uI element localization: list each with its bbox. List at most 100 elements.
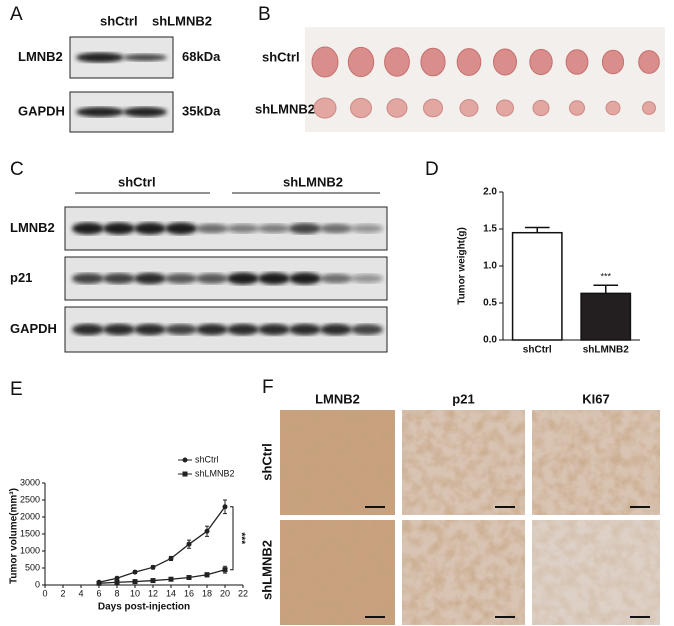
point: [150, 578, 156, 584]
point: [114, 579, 120, 585]
ihc-texture: [402, 520, 525, 625]
point: [132, 569, 138, 575]
band: [351, 224, 383, 233]
column-label: KI67: [582, 391, 609, 406]
tumor: [565, 49, 589, 75]
band: [227, 272, 259, 285]
y-tick-label: 3000: [20, 477, 40, 487]
x-tick-label: 12: [148, 588, 158, 598]
tumor: [601, 49, 625, 75]
tumor: [423, 98, 443, 118]
x-tick-label: 8: [114, 588, 119, 598]
line: [98, 569, 226, 584]
x-tick-label: 0: [42, 588, 47, 598]
bar: [580, 292, 632, 341]
panel-label: E: [10, 379, 23, 400]
tumor: [384, 47, 410, 77]
point: [204, 572, 210, 578]
point: [204, 528, 210, 534]
band: [258, 323, 290, 336]
group-label: shLMNB2: [283, 174, 343, 189]
x-tick-label: 16: [184, 588, 194, 598]
band: [72, 222, 104, 235]
band: [165, 222, 197, 235]
point: [186, 575, 192, 581]
band: [351, 324, 383, 335]
point: [168, 555, 174, 561]
point: [114, 575, 120, 581]
x-tick-label: 4: [78, 588, 83, 598]
band: [72, 273, 104, 284]
band: [72, 323, 104, 336]
band: [165, 324, 197, 335]
y-tick-label: 500: [25, 562, 40, 572]
point: [222, 567, 228, 573]
tumor: [605, 100, 621, 116]
tumor: [532, 99, 550, 117]
band: [289, 223, 321, 234]
tumor: [347, 46, 375, 78]
point: [96, 580, 102, 586]
annotation: ***: [235, 532, 246, 544]
row-label: LMNB2: [10, 220, 55, 235]
x-tick-label: 2: [60, 588, 65, 598]
tumor: [642, 101, 656, 115]
band: [289, 323, 321, 336]
band: [258, 224, 290, 233]
column-label: shCtrl: [100, 13, 138, 28]
band: [134, 222, 166, 235]
tumor: [456, 48, 482, 76]
band: [165, 273, 197, 284]
x-tick-label: 10: [130, 588, 140, 598]
tumor: [493, 48, 517, 76]
tumor: [638, 50, 660, 74]
point: [150, 564, 156, 570]
tumor: [313, 97, 337, 119]
x-tick-label: shLMNB2: [583, 345, 630, 356]
annotation: ***: [600, 272, 611, 282]
panel-label: D: [425, 159, 439, 180]
ihc-texture: [532, 520, 660, 625]
band: [134, 323, 166, 336]
y-tick-label: 2500: [20, 494, 40, 504]
tumor: [420, 47, 446, 77]
column-label: p21: [452, 391, 474, 406]
legend-label: shLMNB2: [195, 468, 235, 478]
row-label: LMNB2: [18, 49, 63, 64]
column-label: shLMNB2: [152, 13, 212, 28]
y-tick-label: 1500: [20, 528, 40, 538]
y-axis-label: Tumor weight(g): [457, 227, 468, 305]
tumor: [529, 48, 553, 76]
band: [76, 52, 124, 63]
y-tick-label: 0: [35, 579, 40, 589]
point: [186, 541, 192, 547]
group-label: shCtrl: [118, 174, 156, 189]
band: [123, 54, 167, 61]
ihc-texture: [532, 410, 660, 515]
band: [289, 272, 321, 285]
band: [227, 224, 259, 233]
row-label: GAPDH: [18, 103, 65, 118]
band: [76, 107, 124, 117]
tumor: [496, 99, 514, 117]
band: [103, 222, 135, 235]
ihc-texture: [280, 410, 395, 515]
band: [320, 273, 352, 284]
band: [103, 273, 135, 284]
tumor: [350, 97, 372, 119]
x-tick-label: 18: [202, 588, 212, 598]
ihc-texture: [402, 410, 525, 515]
y-tick-label: 2000: [20, 511, 40, 521]
panel-label: F: [262, 377, 274, 398]
ihc-texture: [280, 520, 395, 625]
tumor: [569, 100, 585, 116]
x-tick-label: 22: [238, 588, 248, 598]
x-tick-label: 6: [96, 588, 101, 598]
bracket: [230, 506, 234, 571]
y-tick-label: 0.5: [483, 298, 497, 309]
x-tick-label: 20: [220, 588, 230, 598]
band: [351, 274, 383, 283]
point: [222, 504, 228, 510]
tumor: [459, 99, 479, 117]
